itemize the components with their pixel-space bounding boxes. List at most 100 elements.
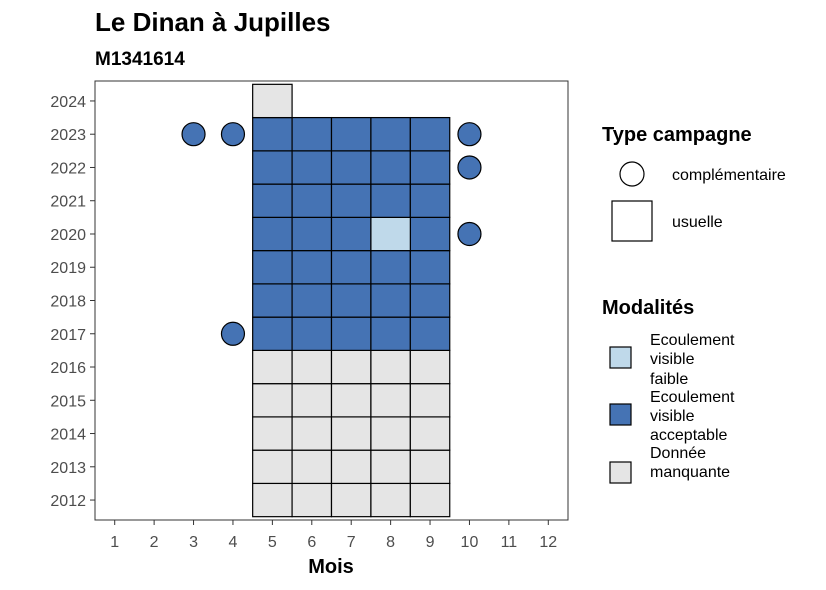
x-tick-label-5: 5 xyxy=(268,534,277,551)
y-tick-label-2021: 2021 xyxy=(50,194,86,211)
cell-2014-9 xyxy=(409,416,451,451)
cell-2018-8 xyxy=(370,283,411,318)
point-2022-10 xyxy=(457,155,482,180)
cell-2014-8 xyxy=(370,416,411,451)
legend-type-title: Type campagne xyxy=(602,124,752,146)
cell-2013-6 xyxy=(291,449,333,485)
chart-title: Le Dinan à Jupilles xyxy=(95,7,331,37)
cell-2017-6 xyxy=(291,316,333,351)
cell-2017-7 xyxy=(330,316,372,351)
cell-2021-6 xyxy=(291,183,333,218)
cell-2016-8 xyxy=(370,349,411,385)
cell-2023-9 xyxy=(409,116,451,152)
cell-2023-7 xyxy=(330,116,372,152)
cell-2019-6 xyxy=(291,250,333,285)
y-tick-label-2018: 2018 xyxy=(50,294,86,311)
x-tick-label-4: 4 xyxy=(229,534,238,551)
legend-label-manquante-0: Donnée xyxy=(650,445,706,462)
legend-label-acceptable-1: visible xyxy=(650,408,695,425)
cell-2024-5 xyxy=(252,83,293,119)
x-axis-label: Mois xyxy=(308,556,354,578)
cell-2022-7 xyxy=(330,150,372,185)
cell-2018-9 xyxy=(409,283,451,318)
cell-2014-7 xyxy=(330,416,372,451)
cell-2021-7 xyxy=(330,183,372,218)
cell-2021-8 xyxy=(370,183,411,218)
y-tick-label-2024: 2024 xyxy=(50,94,86,111)
plot-circles xyxy=(181,122,482,346)
cell-2012-8 xyxy=(370,482,411,518)
legend-label-faible-0: Ecoulement xyxy=(650,332,735,349)
chart-subtitle: M1341614 xyxy=(95,49,185,70)
cell-2020-7 xyxy=(330,216,372,252)
y-tick-label-2013: 2013 xyxy=(50,460,86,477)
x-tick-label-10: 10 xyxy=(461,534,479,551)
cell-2020-8 xyxy=(370,216,411,252)
cell-2022-9 xyxy=(409,150,451,185)
legend-type-label-1: complémentaire xyxy=(672,167,786,184)
y-tick-label-2017: 2017 xyxy=(50,327,86,344)
cell-2016-5 xyxy=(252,349,293,385)
cell-2017-5 xyxy=(252,316,293,351)
y-tick-label-2019: 2019 xyxy=(50,260,86,277)
cell-2022-8 xyxy=(370,150,411,185)
y-tick-label-2016: 2016 xyxy=(50,360,86,377)
x-tick-label-6: 6 xyxy=(307,534,316,551)
legend-key-acceptable xyxy=(609,403,632,426)
legend-key-manquante xyxy=(609,461,632,484)
x-tick-label-1: 1 xyxy=(110,534,119,551)
cell-2012-6 xyxy=(291,482,333,518)
cell-2015-5 xyxy=(252,383,293,418)
cell-2015-8 xyxy=(370,383,411,418)
cell-2014-6 xyxy=(291,416,333,451)
cell-2023-8 xyxy=(370,116,411,152)
cell-2020-6 xyxy=(291,216,333,252)
x-tick-label-3: 3 xyxy=(189,534,198,551)
cell-2017-8 xyxy=(370,316,411,351)
legend-label-acceptable-0: Ecoulement xyxy=(650,389,735,406)
cell-2013-7 xyxy=(330,449,372,485)
x-tick-label-2: 2 xyxy=(150,534,159,551)
cell-2018-6 xyxy=(291,283,333,318)
point-2023-4 xyxy=(220,122,246,147)
y-tick-label-2020: 2020 xyxy=(50,227,86,244)
y-tick-label-2023: 2023 xyxy=(50,127,86,144)
cell-2013-9 xyxy=(409,449,451,485)
cell-2023-5 xyxy=(252,116,293,152)
cell-2022-6 xyxy=(291,150,333,185)
cell-2017-9 xyxy=(409,316,451,351)
cell-2020-5 xyxy=(252,216,293,252)
cell-2020-9 xyxy=(409,216,451,252)
legend-label-faible-2: faible xyxy=(650,371,688,388)
x-tick-label-9: 9 xyxy=(426,534,435,551)
legend-square-symbol xyxy=(611,200,653,242)
y-tick-label-2015: 2015 xyxy=(50,393,86,410)
y-tick-label-2022: 2022 xyxy=(50,160,86,177)
cell-2013-5 xyxy=(252,449,293,485)
x-axis: 1 2 3 4 5 6 7 8 9 10 11 12 xyxy=(110,520,557,551)
legend-type-label-2: usuelle xyxy=(672,214,723,231)
cell-2012-9 xyxy=(409,482,451,518)
cell-2012-7 xyxy=(330,482,372,518)
y-tick-label-2012: 2012 xyxy=(50,493,86,510)
cell-2022-5 xyxy=(252,150,293,185)
legend-modalites: Modalités EcoulementvisiblefaibleEcoulem… xyxy=(602,297,735,484)
legend-label-acceptable-2: acceptable xyxy=(650,427,727,444)
cell-2016-9 xyxy=(409,349,451,385)
cell-2012-5 xyxy=(252,482,293,518)
cell-2016-7 xyxy=(330,349,372,385)
cell-2019-9 xyxy=(409,250,451,285)
x-tick-label-12: 12 xyxy=(539,534,557,551)
cell-2015-7 xyxy=(330,383,372,418)
cell-2015-6 xyxy=(291,383,333,418)
cell-2019-7 xyxy=(330,250,372,285)
plot-cells xyxy=(252,83,451,518)
cell-2023-6 xyxy=(291,116,333,152)
x-tick-label-7: 7 xyxy=(347,534,356,551)
cell-2013-8 xyxy=(370,449,411,485)
legend-modalites-title: Modalités xyxy=(602,297,694,319)
cell-2015-9 xyxy=(409,383,451,418)
point-2017-4 xyxy=(220,321,246,346)
cell-2019-5 xyxy=(252,250,293,285)
